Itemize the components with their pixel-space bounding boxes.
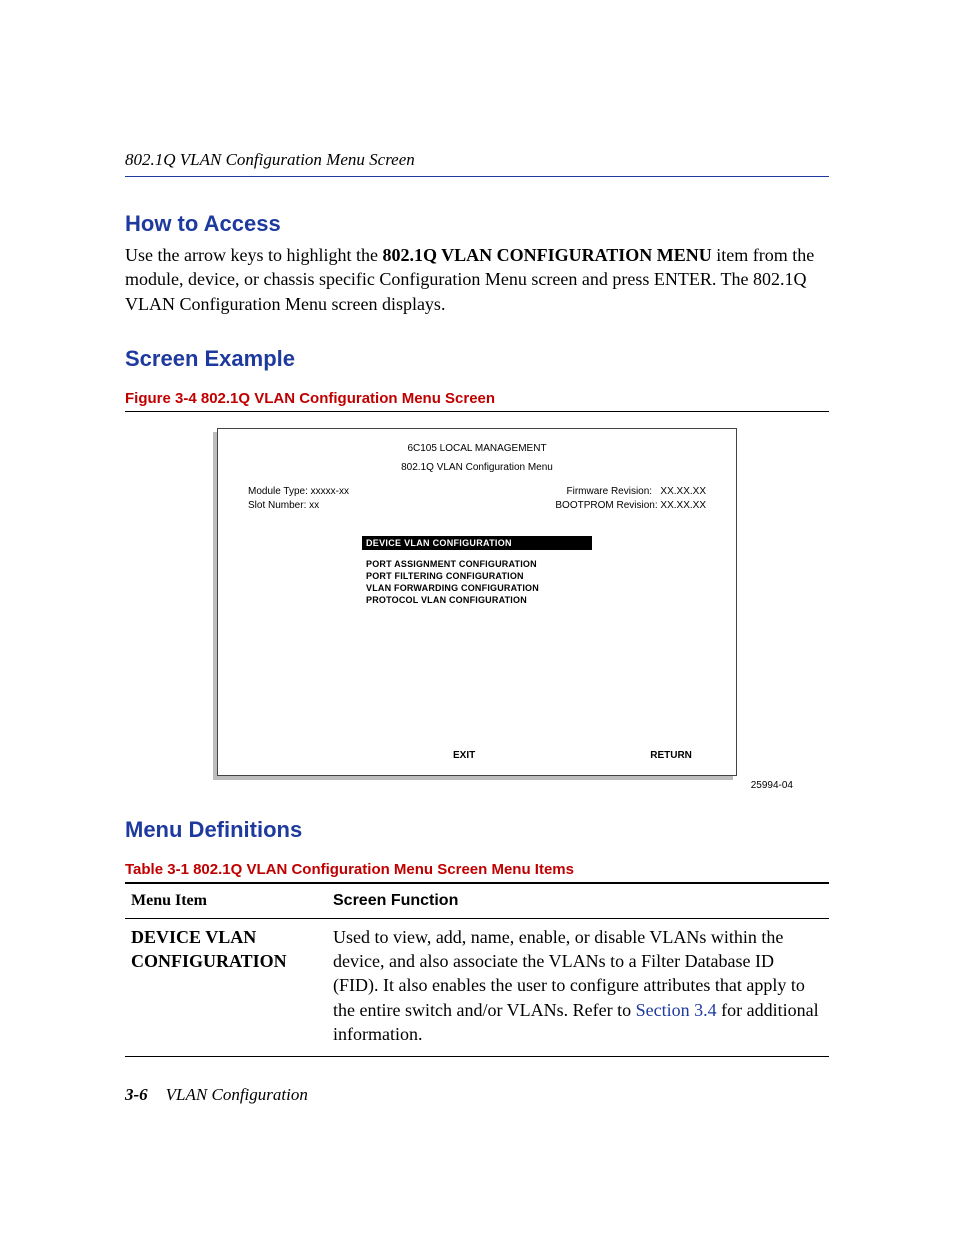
table-header-row: Menu Item Screen Function [125,883,829,919]
screen-info-row-1: Module Type: xxxxx-xx Firmware Revision:… [248,485,706,500]
page-number: 3-6 [125,1085,148,1104]
firmware-label: Firmware Revision: [567,486,653,497]
menu-item-selected[interactable]: DEVICE VLAN CONFIGURATION [362,536,592,550]
menu-item[interactable]: PORT ASSIGNMENT CONFIGURATION [362,558,592,570]
figure-id: 25994-04 [125,780,793,791]
page: 802.1Q VLAN Configuration Menu Screen Ho… [0,0,954,1235]
menu-item[interactable]: VLAN FORWARDING CONFIGURATION [362,582,592,594]
screen-menu: DEVICE VLAN CONFIGURATION PORT ASSIGNMEN… [362,536,592,606]
module-type: Module Type: xxxxx-xx [248,485,349,500]
figure-caption: Figure 3-4 802.1Q VLAN Configuration Men… [125,390,829,407]
terminal-screen: 6C105 LOCAL MANAGEMENT 802.1Q VLAN Confi… [217,428,737,776]
screen-title-2: 802.1Q VLAN Configuration Menu [248,462,706,473]
table-col-header: Screen Function [327,883,829,919]
footer-title: VLAN Configuration [166,1085,308,1104]
firmware-rev: Firmware Revision: XX.XX.XX [567,485,707,500]
table-row: DEVICE VLAN CONFIGURATION Used to view, … [125,918,829,1056]
screen-title-1: 6C105 LOCAL MANAGEMENT [248,443,706,454]
table-col-header: Menu Item [125,883,327,919]
screen-info-row-2: Slot Number: xx BOOTPROM Revision: XX.XX… [248,499,706,514]
figure-caption-rule [125,411,829,412]
screen-figure: 6C105 LOCAL MANAGEMENT 802.1Q VLAN Confi… [217,428,737,776]
table-caption: Table 3-1 802.1Q VLAN Configuration Menu… [125,861,829,878]
page-footer: 3-6 VLAN Configuration [125,1085,308,1105]
return-button[interactable]: RETURN [650,750,692,761]
heading-screen-example: Screen Example [125,346,829,372]
screen-bottom-row: EXIT RETURN [218,750,736,761]
menu-item[interactable]: PORT FILTERING CONFIGURATION [362,570,592,582]
menu-item[interactable]: PROTOCOL VLAN CONFIGURATION [362,594,592,606]
how-to-access-text: Use the arrow keys to highlight the 802.… [125,243,829,316]
slot-number: Slot Number: xx [248,499,319,514]
section-link[interactable]: Section 3.4 [636,1000,717,1020]
menu-gap [362,550,592,558]
heading-menu-definitions: Menu Definitions [125,817,829,843]
menu-definitions-table: Menu Item Screen Function DEVICE VLAN CO… [125,882,829,1057]
text-pre: Use the arrow keys to highlight the [125,245,382,265]
running-header: 802.1Q VLAN Configuration Menu Screen [125,150,829,177]
table-cell-menu-item: DEVICE VLAN CONFIGURATION [125,918,327,1056]
text-bold: 802.1Q VLAN CONFIGURATION MENU [382,245,711,265]
heading-how-to-access: How to Access [125,211,829,237]
bootprom-rev: BOOTPROM Revision: XX.XX.XX [555,499,706,514]
table-cell-function: Used to view, add, name, enable, or disa… [327,918,829,1056]
exit-button[interactable]: EXIT [453,750,475,761]
firmware-value: XX.XX.XX [660,486,706,497]
